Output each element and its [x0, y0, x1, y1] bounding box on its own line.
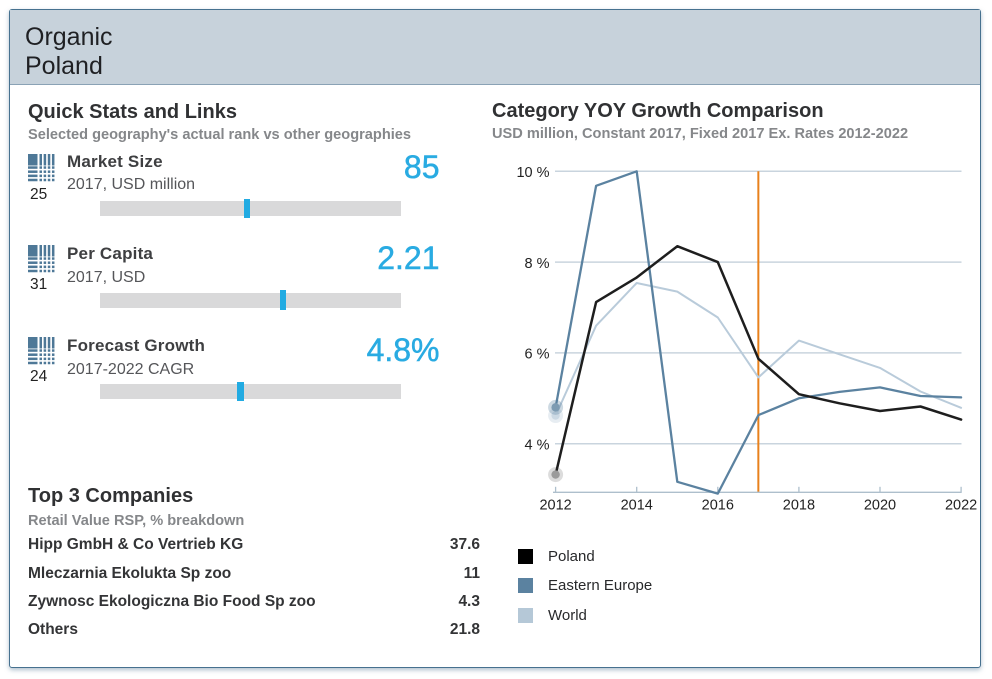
svg-text:10 %: 10 %	[516, 165, 549, 181]
svg-text:6 %: 6 %	[525, 347, 550, 363]
svg-text:2016: 2016	[702, 497, 734, 513]
svg-text:2014: 2014	[621, 497, 653, 513]
svg-text:2018: 2018	[783, 497, 815, 513]
svg-text:8 %: 8 %	[525, 256, 550, 272]
svg-text:2012: 2012	[539, 497, 571, 513]
svg-text:2020: 2020	[864, 497, 896, 513]
svg-text:4 %: 4 %	[525, 438, 550, 454]
svg-text:2022: 2022	[945, 497, 977, 513]
